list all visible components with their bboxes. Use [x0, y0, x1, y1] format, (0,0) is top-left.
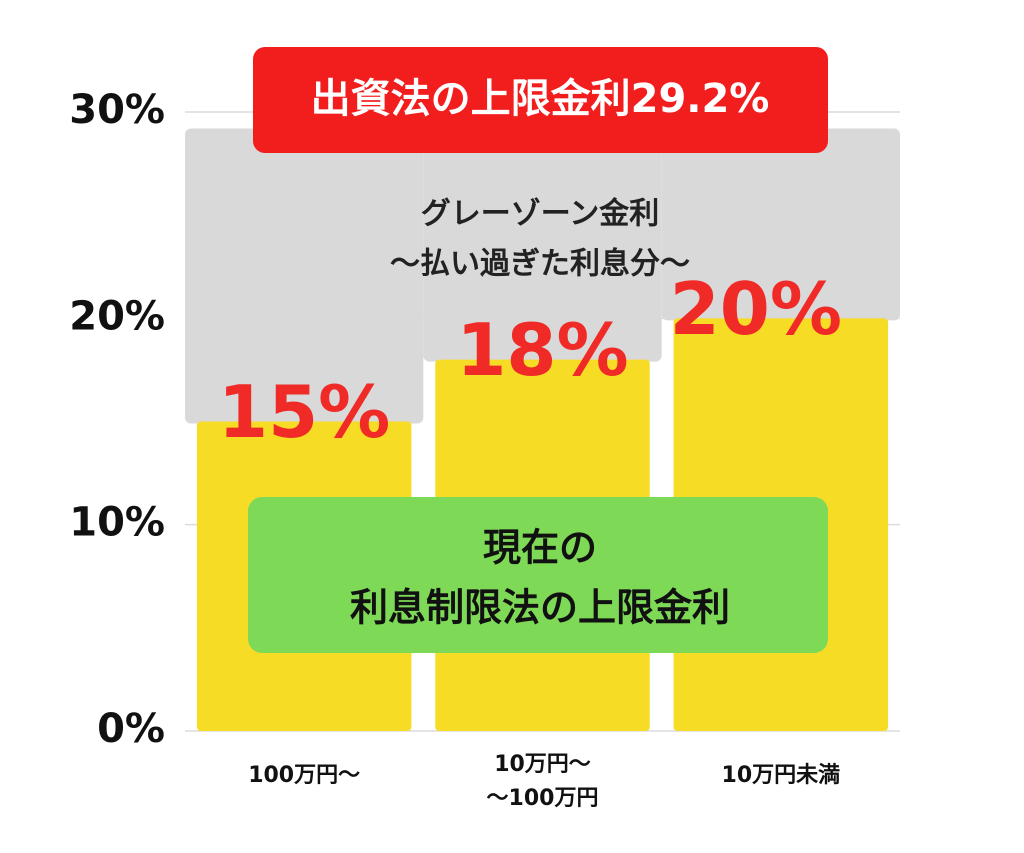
gray-zone-label: 〜払い過ぎた利息分〜 — [390, 247, 690, 282]
y-tick-label: 30% — [69, 87, 165, 133]
cap-box — [253, 47, 828, 153]
x-tick-label: 100万円〜 — [248, 763, 361, 788]
value-label: 18% — [456, 308, 628, 392]
value-label: 15% — [218, 370, 390, 454]
value-label: 20% — [670, 267, 842, 351]
y-tick-label: 20% — [69, 293, 165, 339]
gray-zone — [423, 128, 662, 362]
current-limit-label: 現在の — [483, 526, 597, 570]
x-tick-label: 10万円〜 〜100万円 — [486, 752, 599, 811]
current-limit-box — [248, 497, 828, 653]
gray-zone-label: グレーゾーン金利 — [421, 197, 660, 232]
gray-zone — [661, 128, 900, 321]
y-tick-label: 0% — [97, 706, 165, 752]
gray-zone — [185, 128, 424, 424]
cap-label: 出資法の上限金利29.2% — [311, 76, 770, 122]
y-tick-label: 10% — [69, 500, 165, 546]
x-tick-label: 10万円未満 — [721, 763, 841, 788]
current-limit-label: 利息制限法の上限金利 — [350, 586, 730, 630]
